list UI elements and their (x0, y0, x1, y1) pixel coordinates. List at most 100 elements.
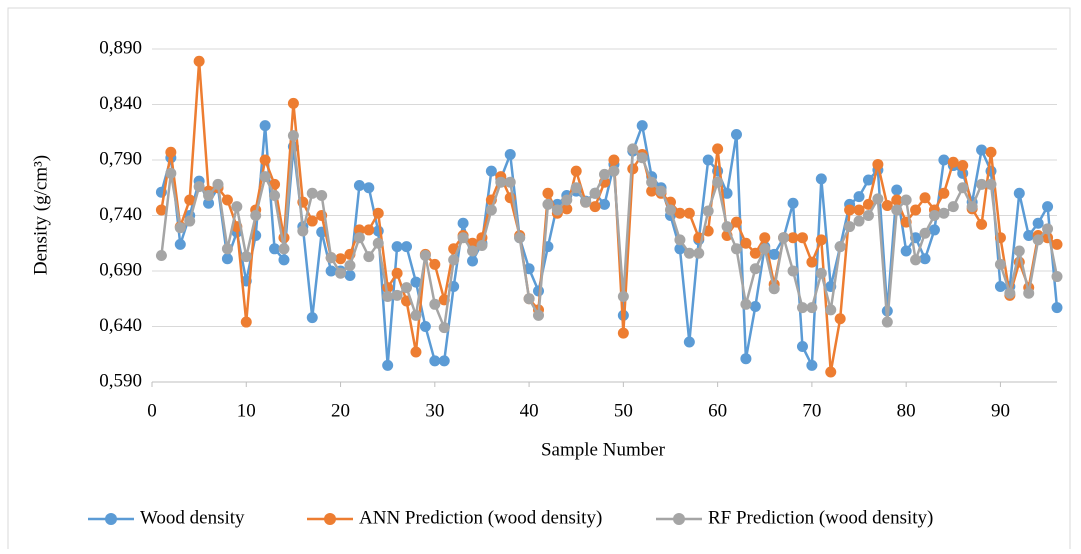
x-tick-label: 70 (802, 400, 821, 421)
data-point (796, 302, 808, 314)
data-point (165, 146, 177, 158)
y-tick-label: 0,740 (99, 204, 142, 225)
data-point (834, 241, 846, 253)
data-point (287, 130, 299, 142)
data-point (429, 258, 441, 270)
data-point (1013, 187, 1025, 199)
data-point (335, 253, 347, 265)
data-point (363, 251, 375, 263)
data-point (467, 245, 479, 257)
data-point (570, 182, 582, 194)
y-axis-label: Density (g/cm³) (30, 155, 51, 275)
data-point (787, 265, 799, 277)
data-point (928, 224, 940, 236)
legend-marker (324, 513, 336, 525)
data-point (306, 215, 318, 227)
data-point (504, 148, 516, 160)
data-point (269, 178, 281, 190)
data-point (523, 263, 535, 275)
data-point (325, 265, 337, 277)
data-point (410, 346, 422, 358)
data-point (589, 187, 601, 199)
data-point (881, 200, 893, 212)
data-point (269, 190, 281, 202)
data-point (1013, 245, 1025, 257)
data-point (165, 167, 177, 179)
x-tick-label: 40 (520, 400, 539, 421)
data-point (627, 163, 639, 175)
data-point (551, 204, 563, 216)
data-point (391, 289, 403, 301)
data-point (325, 252, 337, 264)
data-point (448, 254, 460, 266)
legend-marker (105, 513, 117, 525)
x-tick-label: 50 (614, 400, 633, 421)
data-point (617, 291, 629, 303)
data-point (608, 154, 620, 166)
y-tick-label: 0,690 (99, 259, 142, 280)
data-point (844, 204, 856, 216)
data-point (787, 232, 799, 244)
data-point (976, 178, 988, 190)
data-point (891, 194, 903, 206)
data-point (570, 165, 582, 177)
data-point (391, 267, 403, 279)
data-point (928, 210, 940, 221)
data-point (674, 243, 686, 255)
data-point (561, 203, 573, 215)
data-point (872, 158, 884, 170)
data-point (740, 298, 752, 310)
data-point (1032, 234, 1044, 246)
data-point (900, 245, 912, 257)
data-point (523, 293, 535, 305)
data-point (919, 192, 931, 204)
x-tick-label: 0 (147, 400, 157, 421)
data-point (438, 355, 450, 367)
data-point (759, 232, 771, 244)
data-point (382, 291, 394, 303)
legend-label: RF Prediction (wood density) (708, 507, 933, 528)
data-point (203, 197, 215, 209)
data-point (1023, 229, 1035, 241)
data-point (853, 204, 865, 216)
data-point (683, 336, 695, 348)
data-point (740, 353, 752, 365)
data-point (372, 207, 384, 219)
data-point (542, 198, 554, 210)
data-point (712, 143, 724, 155)
data-point (947, 201, 959, 213)
x-tick-label: 20 (331, 400, 350, 421)
data-point (740, 237, 752, 249)
data-point (862, 210, 874, 221)
data-point (919, 253, 931, 265)
data-point (306, 312, 318, 324)
data-point (533, 309, 545, 321)
data-point (683, 207, 695, 219)
data-point (287, 97, 299, 109)
data-point (221, 253, 233, 265)
data-point (410, 309, 422, 321)
data-point (768, 283, 780, 295)
data-point (495, 176, 507, 188)
data-point (759, 243, 771, 255)
data-point (702, 154, 714, 166)
data-point (155, 249, 167, 261)
data-point (353, 180, 365, 192)
data-point (815, 173, 827, 185)
data-point (203, 190, 215, 202)
data-point (457, 232, 469, 244)
data-point (476, 239, 488, 251)
data-point (947, 156, 959, 168)
x-axis-label: Sample Number (541, 439, 666, 460)
x-tick-label: 30 (425, 400, 444, 421)
y-tick-label: 0,790 (99, 148, 142, 169)
data-point (646, 185, 658, 197)
data-point (335, 267, 347, 279)
chart-border (7, 7, 1071, 554)
data-point (730, 128, 742, 140)
data-point (297, 225, 309, 237)
data-point (976, 218, 988, 230)
data-point (485, 165, 497, 177)
data-point (730, 216, 742, 228)
data-point (910, 254, 922, 266)
